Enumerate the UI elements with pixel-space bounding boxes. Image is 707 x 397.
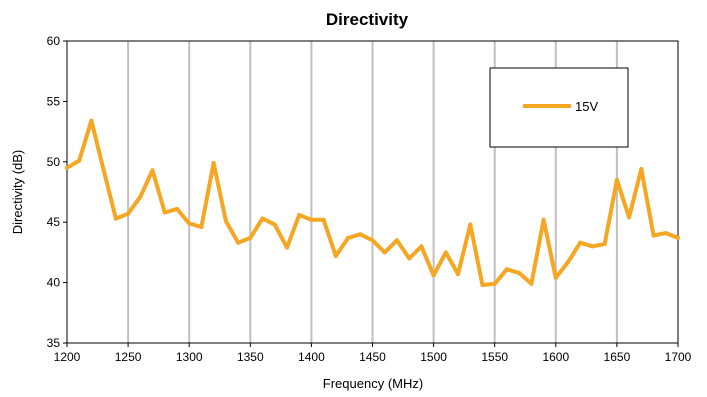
data-point	[578, 240, 583, 245]
legend: 15V	[489, 67, 629, 148]
data-point	[590, 244, 595, 249]
data-point	[321, 217, 326, 222]
data-point	[517, 270, 522, 275]
data-point	[248, 235, 253, 240]
data-point	[639, 167, 644, 172]
x-tick-label-1300: 1300	[176, 350, 203, 364]
x-tick-label-1200: 1200	[54, 350, 81, 364]
data-point	[101, 168, 106, 173]
data-point	[553, 275, 558, 280]
data-point	[541, 217, 546, 222]
data-point	[346, 235, 351, 240]
data-point	[468, 222, 473, 227]
data-point	[480, 283, 485, 288]
x-tick-label-1350: 1350	[237, 350, 264, 364]
data-point	[419, 244, 424, 249]
data-point	[223, 218, 228, 223]
data-point	[284, 245, 289, 250]
data-point	[370, 238, 375, 243]
data-point	[199, 225, 204, 230]
y-axis-label: Directivity (dB)	[10, 150, 25, 235]
data-point	[566, 260, 571, 265]
data-point	[211, 161, 216, 166]
data-point	[651, 233, 656, 238]
y-tick-label-45: 45	[47, 215, 61, 229]
x-tick-label-1450: 1450	[359, 350, 386, 364]
data-point	[676, 235, 680, 240]
x-tick-label-1250: 1250	[115, 350, 142, 364]
chart-title: Directivity	[326, 10, 409, 29]
y-axis: 35 40 45 50 55 60	[47, 34, 67, 350]
data-point	[602, 241, 607, 246]
data-point	[663, 231, 668, 236]
data-point	[309, 217, 314, 222]
data-point	[407, 256, 412, 261]
data-point	[150, 168, 155, 173]
data-point	[77, 158, 82, 163]
x-tick-label-1700: 1700	[665, 350, 692, 364]
data-point	[333, 254, 338, 259]
data-point	[614, 177, 619, 182]
x-tick-label-1550: 1550	[481, 350, 508, 364]
data-point	[627, 215, 632, 220]
data-point	[443, 250, 448, 255]
data-point	[456, 272, 461, 277]
y-tick-label-35: 35	[47, 336, 61, 350]
x-tick-label-1650: 1650	[604, 350, 631, 364]
data-point	[492, 281, 497, 286]
data-point	[297, 212, 302, 217]
y-tick-label-60: 60	[47, 34, 61, 48]
data-point	[504, 267, 509, 272]
legend-label-15v: 15V	[575, 99, 598, 114]
data-point	[113, 216, 118, 221]
data-point	[162, 210, 167, 215]
series-layer	[65, 118, 680, 288]
data-point	[272, 222, 277, 227]
y-tick-label-50: 50	[47, 155, 61, 169]
data-point	[236, 240, 241, 245]
data-point	[174, 206, 179, 211]
data-point	[65, 165, 69, 170]
data-point	[138, 194, 143, 199]
x-tick-label-1400: 1400	[298, 350, 325, 364]
data-point	[89, 118, 94, 123]
x-tick-label-1600: 1600	[542, 350, 569, 364]
data-point	[431, 273, 436, 278]
data-point	[382, 250, 387, 255]
y-tick-label-55: 55	[47, 94, 61, 108]
data-point	[260, 216, 265, 221]
data-point	[358, 232, 363, 237]
x-axis: 1200 1250 1300 1350 1400 1450 1500 1550 1600 1650…	[54, 343, 692, 364]
data-point	[394, 238, 399, 243]
x-tick-label-1500: 1500	[420, 350, 447, 364]
data-point	[126, 211, 131, 216]
x-axis-label: Frequency (MHz)	[323, 376, 423, 391]
data-point	[529, 281, 534, 286]
data-point	[187, 221, 192, 226]
y-tick-label-40: 40	[47, 276, 61, 290]
